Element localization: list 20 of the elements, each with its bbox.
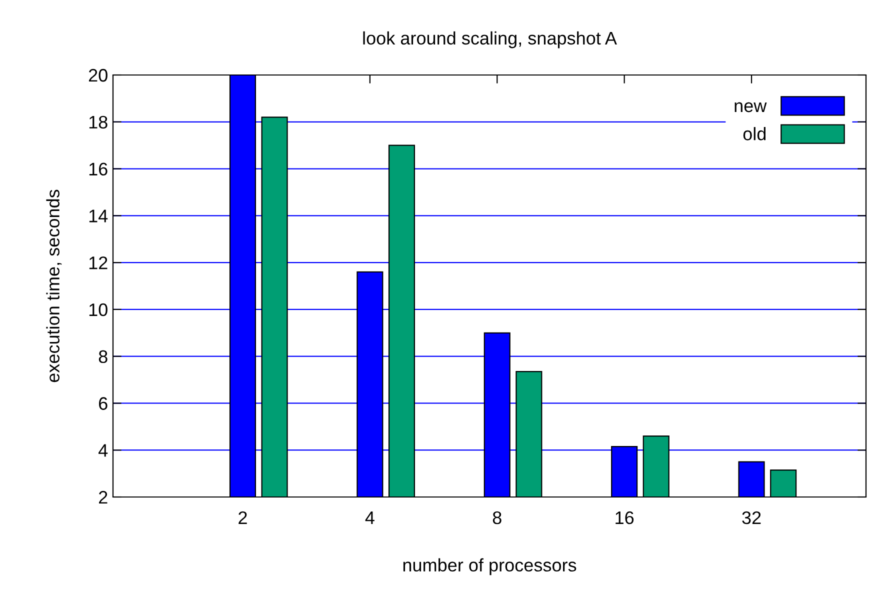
- y-tick-label: 18: [89, 116, 108, 129]
- y-tick-label: 16: [89, 162, 108, 176]
- y-tick-label: 2: [99, 490, 108, 504]
- x-tick-label: 8: [492, 511, 502, 524]
- chart-title: look around scaling, snapshot A: [363, 31, 617, 48]
- y-tick-label: 20: [88, 68, 108, 82]
- y-tick-label: 10: [89, 303, 108, 316]
- legend-label: new: [734, 102, 767, 112]
- x-tick-label: 4: [365, 512, 374, 524]
- y-axis-title: execution time, seconds: [46, 190, 62, 382]
- legend-label: old: [743, 127, 766, 140]
- x-tick-label: 16: [616, 511, 634, 524]
- y-tick-label: 8: [98, 350, 108, 364]
- y-tick-label: 4: [98, 444, 108, 457]
- x-axis-title: number of processors: [403, 558, 576, 576]
- y-tick-label: 12: [89, 256, 108, 270]
- y-tick-label: 14: [89, 210, 108, 222]
- y-tick-label: 6: [99, 397, 108, 410]
- x-tick-label: 32: [742, 511, 761, 524]
- x-tick-label: 2: [238, 511, 247, 524]
